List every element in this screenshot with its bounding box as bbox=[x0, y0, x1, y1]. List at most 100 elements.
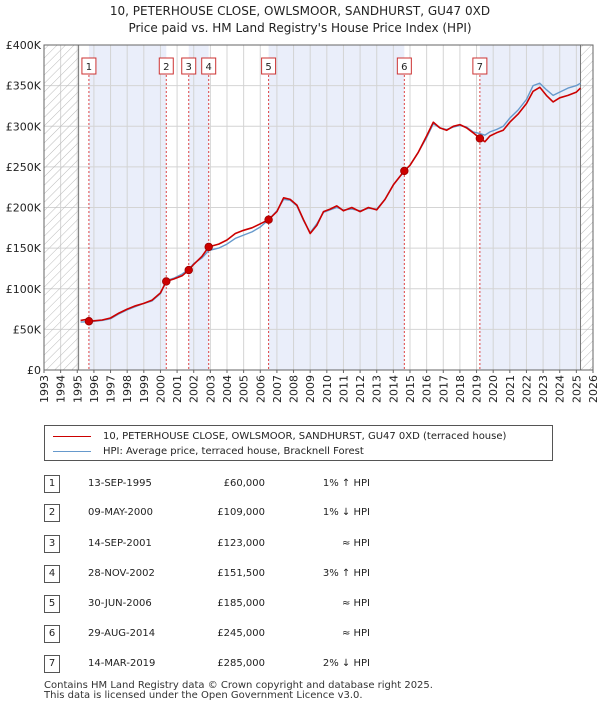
sale-hpi-relation: 1% ↑ HPI bbox=[322, 478, 370, 489]
sale-points bbox=[84, 134, 485, 326]
sale-point bbox=[264, 215, 273, 224]
x-tick-label: 1994 bbox=[55, 375, 68, 403]
sale-number-box: 7 bbox=[44, 655, 60, 673]
x-tick-label: 2019 bbox=[471, 375, 484, 403]
table-row: 5 30-JUN-2006 £185,000 ≈ HPI bbox=[0, 595, 600, 615]
legend-item-hpi: HPI: Average price, terraced house, Brac… bbox=[53, 444, 364, 458]
sale-label-number: 7 bbox=[477, 62, 483, 73]
x-tick-label: 2022 bbox=[520, 375, 533, 403]
legend-label-hpi: HPI: Average price, terraced house, Brac… bbox=[103, 445, 364, 457]
sale-price: £151,500 bbox=[217, 568, 265, 579]
x-tick-label: 1998 bbox=[121, 375, 134, 403]
x-tick-label: 2015 bbox=[404, 375, 417, 403]
sale-date: 29-AUG-2014 bbox=[88, 628, 156, 639]
sale-label-number: 4 bbox=[206, 62, 212, 73]
sale-label-box bbox=[201, 57, 217, 75]
x-tick-label: 2004 bbox=[221, 375, 234, 403]
x-tick-label: 2005 bbox=[238, 375, 251, 403]
table-row: 6 29-AUG-2014 £245,000 ≈ HPI bbox=[0, 625, 600, 645]
sale-point bbox=[400, 166, 409, 176]
property-price-line bbox=[80, 86, 582, 323]
y-tick-label: £350K bbox=[6, 80, 42, 93]
footer-copyright: Contains HM Land Registry data © Crown c… bbox=[44, 680, 433, 691]
x-tick-label: 2008 bbox=[288, 375, 301, 403]
sale-date: 14-MAR-2019 bbox=[88, 658, 156, 669]
legend-swatch-hpi bbox=[53, 450, 91, 452]
hatched-region bbox=[43, 44, 80, 371]
sale-date: 09-MAY-2000 bbox=[88, 507, 154, 518]
sale-number-box: 1 bbox=[44, 475, 60, 493]
legend: 10, PETERHOUSE CLOSE, OWLSMOOR, SANDHURS… bbox=[44, 425, 553, 461]
y-tick-label: £250K bbox=[6, 161, 42, 174]
sale-hpi-relation: 3% ↑ HPI bbox=[322, 568, 370, 579]
sale-price: £123,000 bbox=[217, 538, 265, 549]
x-tick-label: 2003 bbox=[204, 375, 217, 403]
table-row: 4 28-NOV-2002 £151,500 3% ↑ HPI bbox=[0, 565, 600, 585]
y-tick-label: £400K bbox=[6, 39, 42, 52]
x-tick-label: 2016 bbox=[421, 375, 434, 403]
x-tick-label: 2000 bbox=[154, 375, 167, 403]
x-tick-label: 2023 bbox=[537, 375, 550, 403]
sale-number-box: 5 bbox=[44, 595, 60, 613]
sale-date: 14-SEP-2001 bbox=[88, 538, 152, 549]
footer-licence: This data is licensed under the Open Gov… bbox=[44, 690, 363, 701]
x-tick-label: 2011 bbox=[337, 375, 350, 403]
sale-price: £285,000 bbox=[217, 658, 265, 669]
sale-label-box bbox=[81, 57, 97, 75]
sale-hpi-relation: 2% ↓ HPI bbox=[322, 658, 370, 669]
sale-price: £245,000 bbox=[217, 628, 265, 639]
hatched-region bbox=[580, 44, 594, 371]
sale-label-box bbox=[261, 57, 277, 75]
y-tick-label: £200K bbox=[6, 202, 42, 215]
table-row: 2 09-MAY-2000 £109,000 1% ↓ HPI bbox=[0, 504, 600, 524]
plot-frame bbox=[43, 44, 594, 371]
x-tick-label: 1999 bbox=[138, 375, 151, 403]
x-tick-label: 2018 bbox=[454, 375, 467, 403]
x-tick-label: 2024 bbox=[554, 375, 567, 403]
sale-date: 30-JUN-2006 bbox=[88, 598, 152, 609]
sale-point bbox=[204, 242, 213, 252]
x-tick-label: 2021 bbox=[504, 375, 517, 403]
sale-price: £60,000 bbox=[223, 478, 265, 489]
sale-label-box bbox=[472, 57, 488, 75]
sale-label-box bbox=[158, 57, 174, 75]
sale-label-number: 2 bbox=[163, 62, 169, 73]
sale-hpi-relation: ≈ HPI bbox=[341, 598, 370, 609]
x-tick-label: 1993 bbox=[38, 375, 51, 403]
sale-point bbox=[162, 277, 171, 286]
sale-number-box: 6 bbox=[44, 625, 60, 643]
legend-label-property: 10, PETERHOUSE CLOSE, OWLSMOOR, SANDHURS… bbox=[103, 430, 507, 442]
x-tick-label: 2009 bbox=[304, 375, 317, 403]
x-tick-label: 2001 bbox=[171, 375, 184, 403]
y-tick-label: £0 bbox=[27, 364, 41, 377]
x-tick-label: 2012 bbox=[354, 375, 367, 403]
sale-point bbox=[475, 134, 485, 143]
chart-subtitle: Price paid vs. HM Land Registry's House … bbox=[128, 21, 472, 35]
x-tick-label: 2006 bbox=[254, 375, 267, 403]
y-tick-label: £100K bbox=[6, 283, 42, 296]
x-tick-label: 2017 bbox=[437, 375, 450, 403]
axes: £0 £50K £100K £150K £200K £250K £300K £350K £400… bbox=[6, 39, 600, 403]
sale-label-number: 6 bbox=[401, 62, 407, 73]
table-row: 7 14-MAR-2019 £285,000 2% ↓ HPI bbox=[0, 655, 600, 675]
x-tick-label: 2010 bbox=[321, 375, 334, 403]
x-tick-label: 2025 bbox=[570, 375, 583, 403]
footer: Contains HM Land Registry data © Crown c… bbox=[44, 681, 433, 701]
sale-number-box: 4 bbox=[44, 565, 60, 583]
table-row: 3 14-SEP-2001 £123,000 ≈ HPI bbox=[0, 535, 600, 555]
sale-price: £109,000 bbox=[217, 507, 265, 518]
sale-price: £185,000 bbox=[217, 598, 265, 609]
x-tick-label: 2007 bbox=[271, 375, 284, 403]
sale-point bbox=[84, 317, 94, 326]
sale-number-box: 3 bbox=[44, 535, 60, 553]
sale-hpi-relation: ≈ HPI bbox=[341, 538, 370, 549]
x-tick-label: 2002 bbox=[188, 375, 201, 403]
y-tick-label: £300K bbox=[6, 120, 42, 133]
sale-label-number: 1 bbox=[86, 62, 92, 73]
sale-hpi-relation: 1% ↓ HPI bbox=[322, 507, 370, 518]
x-tick-label: 2026 bbox=[587, 375, 600, 403]
sale-label-number: 3 bbox=[186, 62, 192, 73]
legend-item-property: 10, PETERHOUSE CLOSE, OWLSMOOR, SANDHURS… bbox=[53, 429, 506, 443]
sale-label-box bbox=[396, 57, 412, 75]
y-tick-label: £150K bbox=[6, 242, 42, 255]
